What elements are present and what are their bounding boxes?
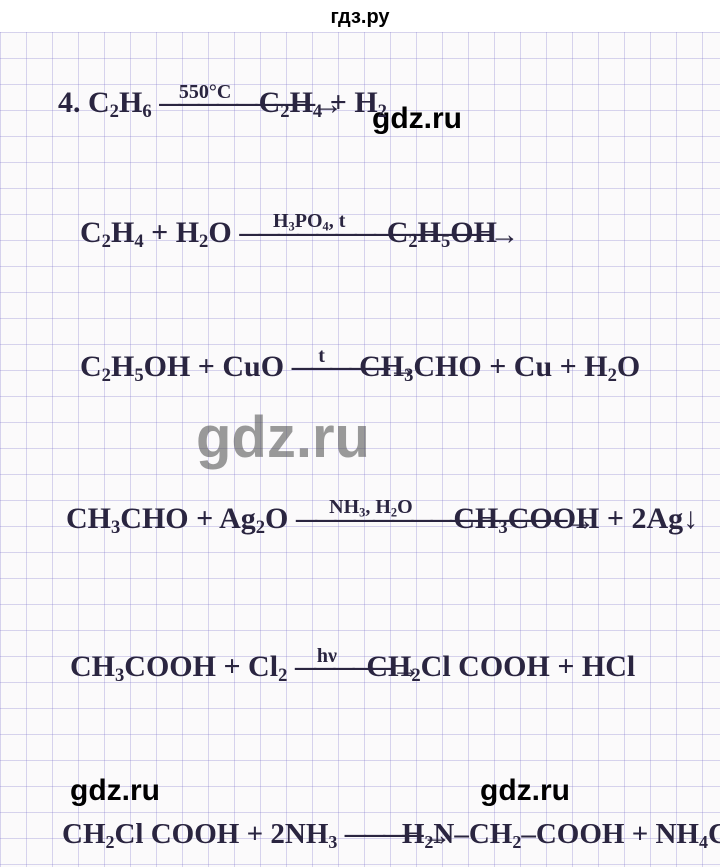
equation-eq5: CH3COOH + Cl2 hν─────→ CH2Cl COOH + HCl [70, 650, 635, 687]
eq-lhs: 4. C2H6 [58, 86, 152, 119]
equation-eq2: C2H4 + H2O H3PO4, t─────────────→ C2H5OH [80, 216, 497, 253]
eq-lhs: CH3COOH + Cl2 [70, 650, 287, 683]
site-header: гдз.ру [0, 0, 720, 33]
site-header-text: гдз.ру [330, 6, 389, 28]
eq-lhs: C2H4 + H2O [80, 216, 232, 249]
equation-eq4: CH3CHO + Ag2O NH3, H2O──────────────→ CH… [66, 502, 698, 539]
equation-eq1: 4. C2H6 550°C────────→ C2H4 + H2 [58, 86, 387, 123]
notebook-paper: gdz.rugdz.rugdz.rugdz.ru 4. C2H6 550°C──… [0, 32, 720, 867]
equations-layer: 4. C2H6 550°C────────→ C2H4 + H2 C2H4 + H… [0, 32, 720, 867]
equation-eq3: C2H5OH + CuO t─────→ CH3CHO + Cu + H2O [80, 350, 640, 387]
equation-eq6: CH2Cl COOH + 2NH3 ────→ H2N–CH2–COOH + N… [62, 818, 720, 853]
eq-lhs: CH2Cl COOH + 2NH3 [62, 818, 337, 850]
eq-lhs: C2H5OH + CuO [80, 350, 284, 383]
eq-lhs: CH3CHO + Ag2O [66, 502, 288, 535]
